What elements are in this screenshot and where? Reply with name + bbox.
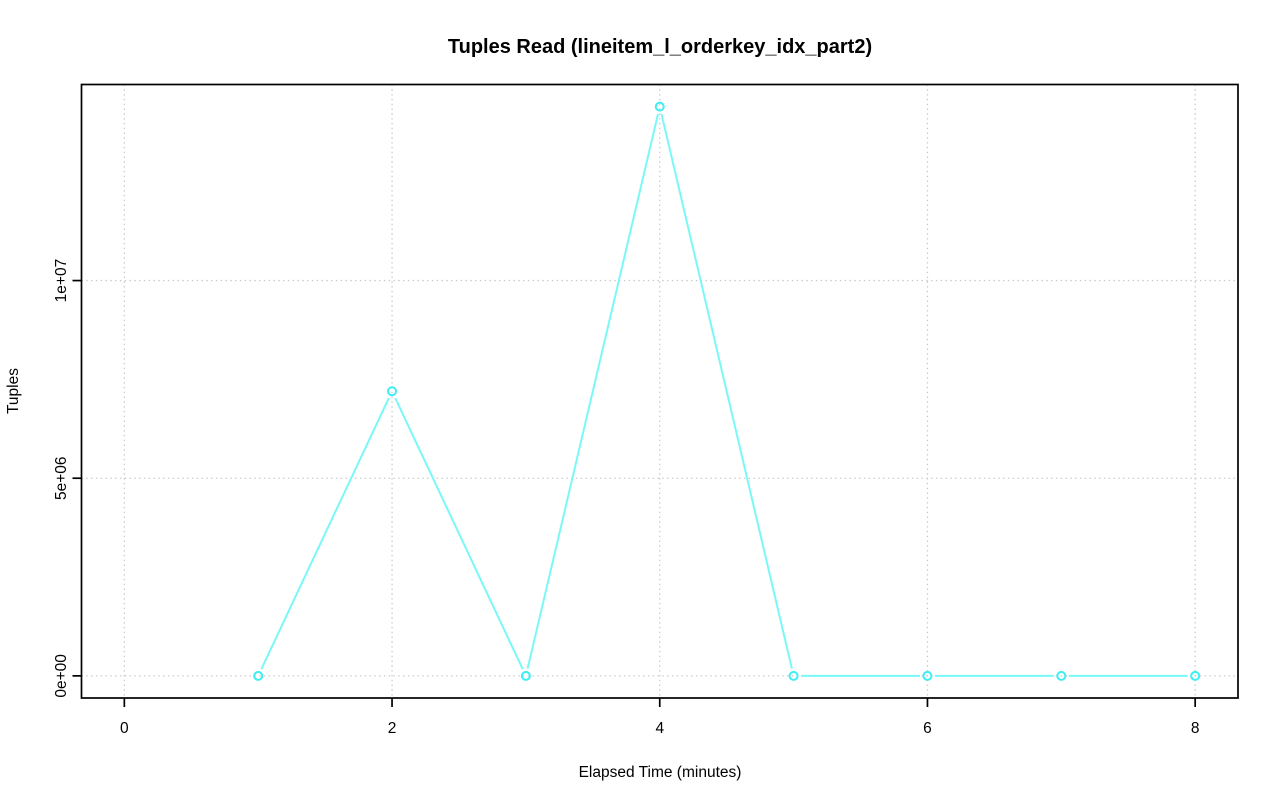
axis-ticks <box>72 279 1197 707</box>
x-tick-label: 2 <box>388 720 397 737</box>
gridlines <box>81 84 1238 698</box>
x-tick-label: 4 <box>655 720 664 737</box>
x-axis-tick-labels: 0 2 4 6 8 <box>120 720 1199 737</box>
series-segment <box>660 113 793 669</box>
y-axis-tick-labels: 0e+00 5e+06 1e+07 <box>53 259 70 698</box>
data-point-marker <box>387 386 398 397</box>
data-point-marker <box>1056 670 1067 681</box>
data-point-marker <box>654 101 665 112</box>
y-tick-label: 5e+06 <box>53 456 70 500</box>
x-axis-label: Elapsed Time (minutes) <box>579 764 742 781</box>
x-tick-label: 0 <box>120 720 129 737</box>
y-axis-label: Tuples <box>5 368 22 414</box>
data-point-marker <box>1190 670 1201 681</box>
data-series-tuples-read <box>253 101 1201 681</box>
x-tick-label: 8 <box>1191 720 1200 737</box>
series-segment <box>260 397 390 670</box>
data-point-marker <box>922 670 933 681</box>
series-segment <box>526 113 660 669</box>
chart-title: Tuples Read (lineitem_l_orderkey_idx_par… <box>448 36 872 58</box>
x-tick-label: 6 <box>923 720 932 737</box>
data-point-marker <box>253 670 264 681</box>
y-tick-label: 0e+00 <box>53 654 70 698</box>
data-point-marker <box>788 670 799 681</box>
data-point-marker <box>520 670 531 681</box>
y-tick-label: 1e+07 <box>53 259 70 303</box>
series-segment <box>394 397 524 670</box>
